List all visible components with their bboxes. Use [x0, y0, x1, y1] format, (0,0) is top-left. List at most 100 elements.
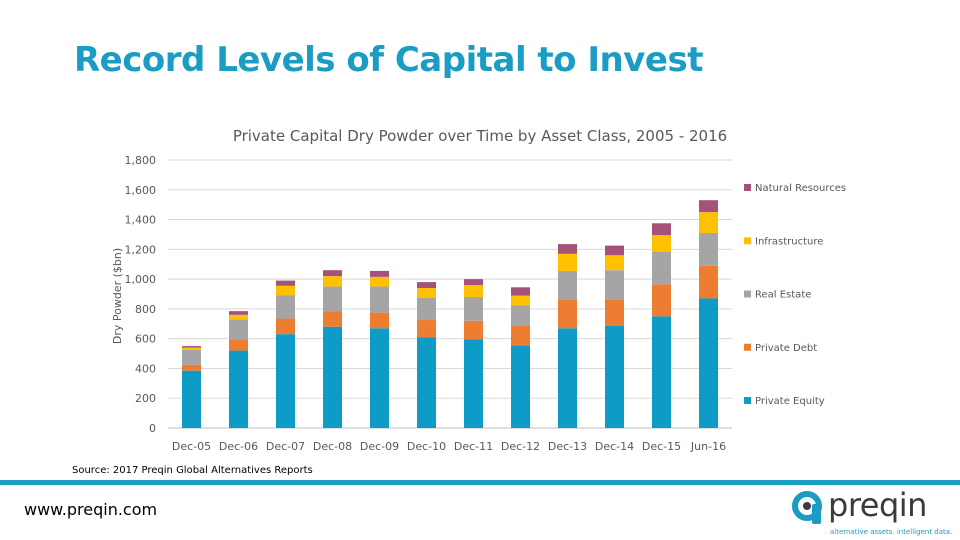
x-tick-label: Dec-09	[360, 440, 399, 453]
bar-segment	[417, 297, 436, 321]
legend-label: Private Debt	[755, 343, 817, 354]
bar-segment	[464, 296, 483, 321]
bar-segment	[511, 345, 530, 428]
y-tick-label: 1,200	[125, 243, 157, 256]
bar-segment	[699, 232, 718, 266]
bar-segment	[605, 245, 624, 256]
bar-segment	[370, 328, 389, 428]
x-tick-label: Dec-12	[501, 440, 540, 453]
bar-segment	[182, 370, 201, 428]
bar-segment	[229, 314, 248, 320]
bar-segment	[370, 312, 389, 329]
bar-segment	[417, 337, 436, 428]
chart-bars	[182, 200, 718, 428]
legend-swatch	[744, 237, 751, 245]
bar-segment	[464, 285, 483, 297]
bar-segment	[276, 334, 295, 428]
x-tick-label: Dec-13	[548, 440, 587, 453]
bar-segment	[323, 326, 342, 428]
website-url[interactable]: www.preqin.com	[24, 500, 158, 519]
x-tick-label: Dec-08	[313, 440, 352, 453]
chart-title: Private Capital Dry Powder over Time by …	[233, 127, 727, 145]
legend-label: Private Equity	[755, 396, 825, 407]
slide-title: Record Levels of Capital to Invest	[74, 40, 703, 80]
y-tick-label: 400	[135, 362, 156, 375]
bar-segment	[558, 253, 577, 271]
chart-gridlines	[168, 159, 732, 429]
bar-segment	[323, 276, 342, 287]
bar-segment	[652, 223, 671, 236]
bar-segment	[229, 319, 248, 340]
bar-segment	[605, 255, 624, 271]
logo-wordmark: preqin	[828, 486, 927, 524]
bar-segment	[511, 305, 530, 327]
x-tick-label: Dec-05	[172, 440, 211, 453]
dry-powder-chart: Private Capital Dry Powder over Time by …	[111, 127, 846, 453]
preqin-logo-icon	[792, 491, 822, 524]
chart-legend: Natural Resources Infrastructure Real Esta…	[744, 183, 846, 407]
y-axis-label: Dry Powder ($bn)	[111, 248, 124, 344]
bar-segment	[511, 295, 530, 306]
logo-tagline: alternative assets. intelligent data.	[830, 528, 953, 536]
y-tick-label: 0	[149, 422, 156, 435]
legend-label: Infrastructure	[755, 236, 823, 247]
bar-segment	[511, 326, 530, 346]
x-tick-label: Jun-16	[690, 440, 726, 453]
x-tick-label: Dec-07	[266, 440, 305, 453]
bar-segment	[699, 298, 718, 428]
bar-segment	[558, 270, 577, 300]
bar-segment	[182, 349, 201, 365]
legend-label: Natural Resources	[755, 183, 846, 194]
bar-segment	[605, 299, 624, 327]
bar-segment	[323, 286, 342, 312]
legend-label: Real Estate	[755, 290, 811, 301]
bar-segment	[229, 339, 248, 351]
bar-segment	[417, 320, 436, 338]
x-tick-label: Dec-10	[407, 440, 446, 453]
bar-segment	[323, 270, 342, 277]
preqin-logo: preqin alternative assets. intelligent d…	[790, 486, 953, 538]
bar-segment	[652, 316, 671, 428]
bar-segment	[276, 285, 295, 296]
y-tick-label: 1,400	[125, 214, 157, 227]
x-tick-label: Dec-14	[595, 440, 634, 453]
bar-segment	[370, 286, 389, 313]
x-tick-label: Dec-11	[454, 440, 493, 453]
bar-segment	[558, 244, 577, 254]
bar-segment	[229, 350, 248, 428]
y-axis-tick-labels: 0 200 400 600 800 1,000 1,200 1,400 1,600 1,800	[125, 154, 157, 435]
bar-segment	[182, 364, 201, 371]
bar-segment	[276, 295, 295, 319]
bar-segment	[511, 287, 530, 296]
bar-segment	[699, 212, 718, 233]
bar-segment	[464, 339, 483, 428]
bar-segment	[370, 276, 389, 287]
bar-segment	[182, 346, 201, 348]
bar-segment	[323, 311, 342, 327]
legend-swatch	[744, 290, 751, 298]
x-axis-tick-labels: Dec-05 Dec-06 Dec-07 Dec-08 Dec-09 Dec-10 Dec-…	[172, 440, 726, 453]
bar-segment	[652, 235, 671, 252]
y-tick-label: 1,000	[125, 273, 157, 286]
footer-divider	[0, 480, 960, 485]
bar-segment	[464, 279, 483, 286]
x-tick-label: Dec-06	[219, 440, 258, 453]
bar-segment	[699, 200, 718, 213]
x-tick-label: Dec-15	[642, 440, 681, 453]
bar-segment	[652, 251, 671, 285]
y-tick-label: 1,600	[125, 184, 157, 197]
bar-segment	[182, 347, 201, 350]
bar-segment	[605, 270, 624, 300]
bar-segment	[464, 320, 483, 340]
bar-segment	[605, 326, 624, 428]
bar-segment	[229, 311, 248, 315]
bar-segment	[652, 284, 671, 317]
legend-swatch	[744, 343, 751, 351]
source-note: Source: 2017 Preqin Global Alternatives …	[72, 465, 313, 476]
bar-segment	[417, 282, 436, 289]
y-tick-label: 600	[135, 333, 156, 346]
bar-segment	[699, 265, 718, 299]
bar-segment	[276, 318, 295, 335]
legend-swatch	[744, 397, 751, 404]
y-tick-label: 200	[135, 392, 156, 405]
